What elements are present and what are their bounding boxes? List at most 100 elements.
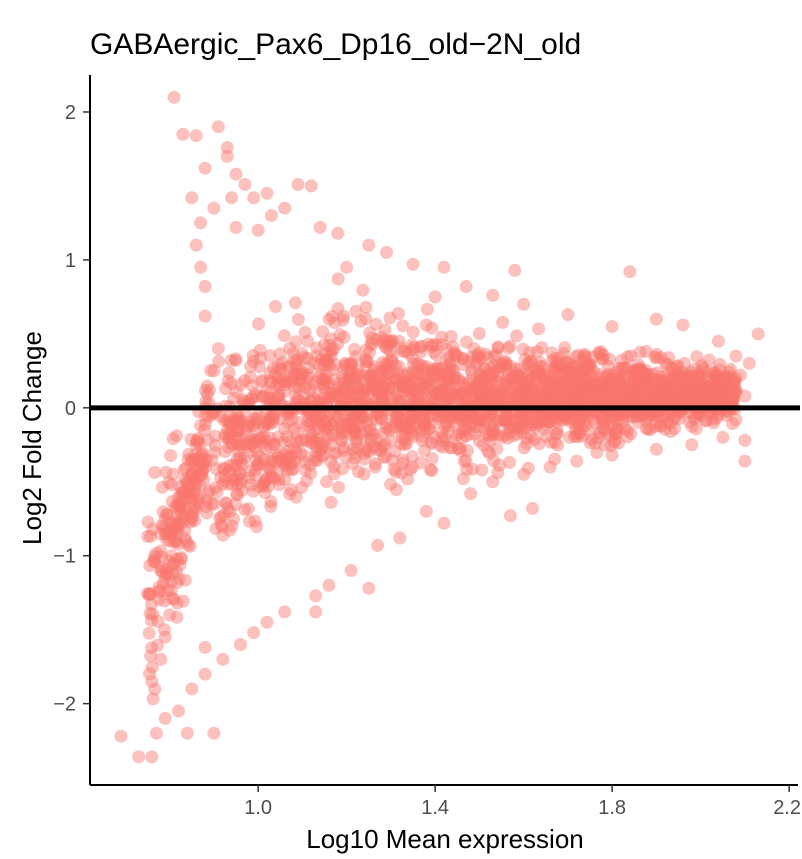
data-point bbox=[189, 238, 203, 252]
cloud-point bbox=[566, 366, 580, 380]
cloud-point bbox=[508, 376, 522, 389]
cloud-point bbox=[186, 506, 200, 520]
cloud-point bbox=[359, 300, 373, 314]
data-point bbox=[729, 413, 743, 427]
cloud-point bbox=[651, 373, 665, 387]
cloud-point bbox=[434, 389, 448, 403]
cloud-point bbox=[188, 484, 202, 498]
cloud-point bbox=[286, 455, 300, 469]
cloud-point bbox=[686, 391, 700, 405]
cloud-point bbox=[324, 332, 338, 346]
cloud-point bbox=[364, 432, 378, 446]
cloud-point bbox=[178, 492, 192, 506]
cloud-point bbox=[500, 416, 514, 429]
data-point bbox=[158, 630, 172, 644]
cloud-point bbox=[425, 409, 439, 423]
data-point bbox=[561, 308, 575, 322]
cloud-point bbox=[445, 371, 459, 385]
cloud-point bbox=[563, 412, 577, 426]
cloud-point bbox=[632, 358, 645, 372]
cloud-point bbox=[472, 327, 486, 340]
cloud-point bbox=[719, 379, 732, 392]
cloud-point bbox=[456, 351, 470, 365]
cloud-point bbox=[331, 409, 345, 423]
cloud-point bbox=[399, 422, 413, 436]
cloud-point bbox=[323, 338, 336, 352]
cloud-point bbox=[683, 415, 697, 429]
cloud-point bbox=[466, 462, 480, 476]
data-point bbox=[649, 312, 663, 326]
cloud-point bbox=[691, 367, 705, 381]
cloud-point bbox=[663, 386, 677, 399]
cloud-point bbox=[602, 409, 616, 423]
cloud-point bbox=[460, 407, 474, 421]
cloud-point bbox=[531, 366, 545, 380]
cloud-point bbox=[637, 373, 651, 387]
cloud-point bbox=[593, 347, 607, 361]
cloud-point bbox=[430, 388, 444, 402]
cloud-point bbox=[170, 521, 184, 535]
cloud-point bbox=[199, 417, 212, 431]
data-point bbox=[163, 608, 177, 622]
cloud-point bbox=[434, 384, 448, 397]
cloud-point bbox=[595, 352, 609, 366]
cloud-point bbox=[363, 326, 377, 340]
cloud-point bbox=[442, 368, 455, 382]
cloud-point bbox=[273, 347, 287, 361]
cloud-point bbox=[143, 587, 157, 601]
cloud-point bbox=[642, 368, 656, 382]
cloud-point bbox=[337, 441, 351, 455]
cloud-point bbox=[532, 437, 546, 451]
cloud-point bbox=[701, 365, 714, 379]
cloud-point bbox=[188, 478, 202, 492]
cloud-point bbox=[322, 416, 336, 430]
cloud-point bbox=[227, 458, 241, 472]
cloud-point bbox=[170, 576, 184, 590]
cloud-point bbox=[146, 607, 160, 621]
cloud-point bbox=[666, 381, 680, 395]
cloud-point bbox=[336, 369, 350, 383]
cloud-point bbox=[231, 414, 245, 428]
cloud-point bbox=[501, 431, 515, 445]
cloud-point bbox=[503, 386, 517, 400]
cloud-point bbox=[270, 377, 284, 391]
data-point bbox=[278, 605, 292, 619]
cloud-point bbox=[256, 436, 270, 450]
cloud-point bbox=[594, 410, 608, 424]
cloud-point bbox=[278, 458, 292, 472]
cloud-point bbox=[468, 427, 482, 441]
cloud-point bbox=[481, 379, 495, 392]
cloud-point bbox=[565, 395, 579, 409]
cloud-point bbox=[487, 454, 501, 468]
cloud-point bbox=[467, 390, 481, 404]
cloud-point bbox=[647, 367, 660, 381]
cloud-point bbox=[325, 418, 339, 432]
cloud-point bbox=[528, 395, 542, 409]
cloud-point bbox=[674, 371, 688, 385]
cloud-point bbox=[705, 407, 719, 421]
cloud-point bbox=[340, 417, 354, 431]
cloud-point bbox=[657, 391, 671, 405]
cloud-point bbox=[579, 362, 593, 376]
cloud-point bbox=[384, 433, 398, 447]
cloud-point bbox=[318, 440, 332, 454]
cloud-point bbox=[635, 374, 649, 388]
cloud-point bbox=[470, 355, 484, 369]
cloud-point bbox=[509, 389, 523, 403]
data-point bbox=[247, 626, 261, 640]
data-point bbox=[229, 220, 243, 234]
cloud-point bbox=[593, 382, 607, 396]
cloud-point bbox=[420, 302, 434, 316]
cloud-point bbox=[383, 360, 397, 374]
cloud-point bbox=[678, 394, 692, 408]
cloud-point bbox=[691, 371, 705, 385]
cloud-point bbox=[524, 409, 538, 423]
cloud-point bbox=[297, 351, 311, 364]
cloud-point bbox=[231, 424, 245, 438]
cloud-point bbox=[216, 528, 230, 542]
cloud-point bbox=[656, 387, 670, 401]
cloud-point bbox=[200, 454, 214, 468]
cloud-point bbox=[720, 383, 734, 397]
cloud-point bbox=[317, 381, 331, 395]
cloud-point bbox=[539, 395, 553, 409]
